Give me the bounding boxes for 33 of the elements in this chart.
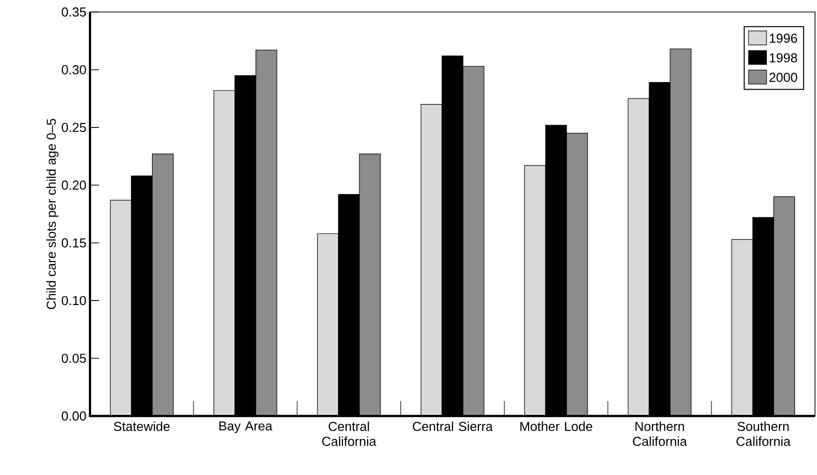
y-tick-label: 0.35 xyxy=(62,7,86,17)
legend-label: 1998 xyxy=(770,53,798,62)
bar xyxy=(256,50,278,416)
bar xyxy=(628,98,650,416)
y-tick-label: 0.15 xyxy=(62,238,86,248)
bar xyxy=(359,154,381,416)
y-tick-label: 0.30 xyxy=(62,65,86,74)
x-tick-label: Southern California xyxy=(736,422,791,446)
bar xyxy=(524,165,546,416)
bar xyxy=(566,132,588,416)
bar xyxy=(420,104,442,416)
x-tick-label: Northern California xyxy=(632,422,687,446)
x-tick-label: Central California xyxy=(322,422,376,446)
y-tick-label: 0.20 xyxy=(62,180,86,190)
bar xyxy=(152,154,174,416)
legend-label: 1996 xyxy=(770,34,798,43)
x-tick-label: Mother Lode xyxy=(520,422,592,432)
bar xyxy=(670,48,692,416)
y-axis-title: Child care slots per child age 0–5 xyxy=(46,118,58,310)
y-tick-label: 0.25 xyxy=(62,122,86,132)
x-tick-label: Central Sierra xyxy=(412,422,493,432)
bar xyxy=(317,233,339,416)
y-tick-label: 0.10 xyxy=(62,296,86,306)
legend-label: 2000 xyxy=(769,72,798,82)
bar xyxy=(462,66,484,416)
x-tick-label: Bay Area xyxy=(219,422,272,434)
bar xyxy=(214,90,236,416)
y-tick-label: 0.00 xyxy=(62,411,86,421)
bar xyxy=(731,239,754,416)
bar xyxy=(773,196,796,416)
y-tick-label: 0.05 xyxy=(62,354,86,363)
bar xyxy=(110,200,132,416)
x-tick-label: Statewide xyxy=(114,422,170,432)
